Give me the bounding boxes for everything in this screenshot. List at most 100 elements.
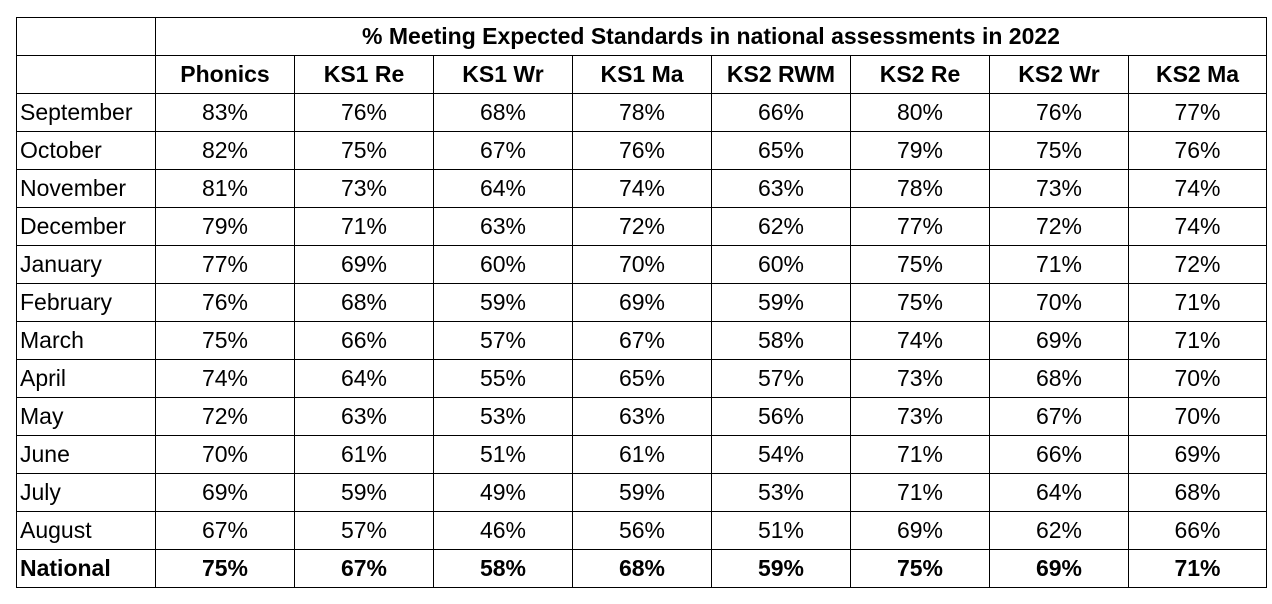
value-cell: 76% [989, 93, 1129, 132]
row-label: May [16, 397, 156, 436]
value-cell: 72% [989, 207, 1129, 246]
value-cell: 71% [294, 207, 434, 246]
value-cell: 73% [989, 169, 1129, 208]
table-row: July 69% 59% 49% 59% 53% 71% 64% 68% [16, 473, 1267, 512]
assessment-table: % Meeting Expected Standards in national… [16, 17, 1267, 588]
value-cell: 75% [155, 321, 295, 360]
value-cell: 75% [850, 245, 990, 284]
value-cell: 71% [989, 245, 1129, 284]
value-cell: 75% [294, 131, 434, 170]
value-cell: 68% [989, 359, 1129, 398]
row-label: October [16, 131, 156, 170]
row-label: August [16, 511, 156, 550]
value-cell: 57% [433, 321, 573, 360]
value-cell: 56% [711, 397, 851, 436]
table-row: May 72% 63% 53% 63% 56% 73% 67% 70% [16, 397, 1267, 436]
value-cell: 79% [155, 207, 295, 246]
value-cell: 59% [711, 549, 851, 588]
value-cell: 53% [433, 397, 573, 436]
value-cell: 64% [433, 169, 573, 208]
table-row: October 82% 75% 67% 76% 65% 79% 75% 76% [16, 131, 1267, 170]
value-cell: 65% [711, 131, 851, 170]
value-cell: 69% [572, 283, 712, 322]
column-header: KS2 Wr [989, 55, 1129, 94]
value-cell: 81% [155, 169, 295, 208]
value-cell: 69% [1128, 435, 1267, 474]
value-cell: 59% [572, 473, 712, 512]
value-cell: 80% [850, 93, 990, 132]
value-cell: 69% [155, 473, 295, 512]
value-cell: 67% [433, 131, 573, 170]
value-cell: 79% [850, 131, 990, 170]
value-cell: 68% [433, 93, 573, 132]
table-title: % Meeting Expected Standards in national… [155, 17, 1267, 56]
value-cell: 71% [850, 473, 990, 512]
table-row: January 77% 69% 60% 70% 60% 75% 71% 72% [16, 245, 1267, 284]
value-cell: 63% [294, 397, 434, 436]
value-cell: 72% [572, 207, 712, 246]
value-cell: 76% [155, 283, 295, 322]
row-label: January [16, 245, 156, 284]
value-cell: 71% [850, 435, 990, 474]
value-cell: 66% [294, 321, 434, 360]
value-cell: 59% [711, 283, 851, 322]
row-label: March [16, 321, 156, 360]
value-cell: 74% [572, 169, 712, 208]
column-header: KS1 Re [294, 55, 434, 94]
value-cell: 58% [711, 321, 851, 360]
value-cell: 70% [1128, 359, 1267, 398]
value-cell: 73% [850, 359, 990, 398]
value-cell: 67% [294, 549, 434, 588]
value-cell: 78% [572, 93, 712, 132]
value-cell: 74% [155, 359, 295, 398]
row-label: April [16, 359, 156, 398]
value-cell: 54% [711, 435, 851, 474]
title-row: % Meeting Expected Standards in national… [16, 17, 1267, 56]
value-cell: 65% [572, 359, 712, 398]
value-cell: 70% [1128, 397, 1267, 436]
value-cell: 60% [433, 245, 573, 284]
value-cell: 67% [572, 321, 712, 360]
value-cell: 66% [1128, 511, 1267, 550]
column-header-row: Phonics KS1 Re KS1 Wr KS1 Ma KS2 RWM KS2 Re KS… [16, 55, 1267, 94]
value-cell: 69% [294, 245, 434, 284]
value-cell: 66% [989, 435, 1129, 474]
value-cell: 62% [711, 207, 851, 246]
value-cell: 71% [1128, 549, 1267, 588]
column-header: KS2 Re [850, 55, 990, 94]
table-row: June 70% 61% 51% 61% 54% 71% 66% 69% [16, 435, 1267, 474]
value-cell: 59% [433, 283, 573, 322]
value-cell: 46% [433, 511, 573, 550]
value-cell: 60% [711, 245, 851, 284]
value-cell: 77% [155, 245, 295, 284]
value-cell: 83% [155, 93, 295, 132]
value-cell: 61% [294, 435, 434, 474]
value-cell: 67% [155, 511, 295, 550]
row-label: December [16, 207, 156, 246]
value-cell: 68% [294, 283, 434, 322]
value-cell: 62% [989, 511, 1129, 550]
corner-cell [16, 17, 156, 56]
table-row: April 74% 64% 55% 65% 57% 73% 68% 70% [16, 359, 1267, 398]
value-cell: 74% [1128, 169, 1267, 208]
value-cell: 51% [711, 511, 851, 550]
row-label: National [16, 549, 156, 588]
value-cell: 57% [711, 359, 851, 398]
row-label: September [16, 93, 156, 132]
value-cell: 70% [989, 283, 1129, 322]
value-cell: 56% [572, 511, 712, 550]
value-cell: 68% [1128, 473, 1267, 512]
value-cell: 58% [433, 549, 573, 588]
value-cell: 64% [989, 473, 1129, 512]
value-cell: 72% [1128, 245, 1267, 284]
value-cell: 75% [989, 131, 1129, 170]
value-cell: 75% [850, 549, 990, 588]
value-cell: 75% [155, 549, 295, 588]
value-cell: 57% [294, 511, 434, 550]
row-label: June [16, 435, 156, 474]
value-cell: 73% [850, 397, 990, 436]
column-header: KS1 Ma [572, 55, 712, 94]
value-cell: 67% [989, 397, 1129, 436]
column-header: Phonics [155, 55, 295, 94]
value-cell: 72% [155, 397, 295, 436]
